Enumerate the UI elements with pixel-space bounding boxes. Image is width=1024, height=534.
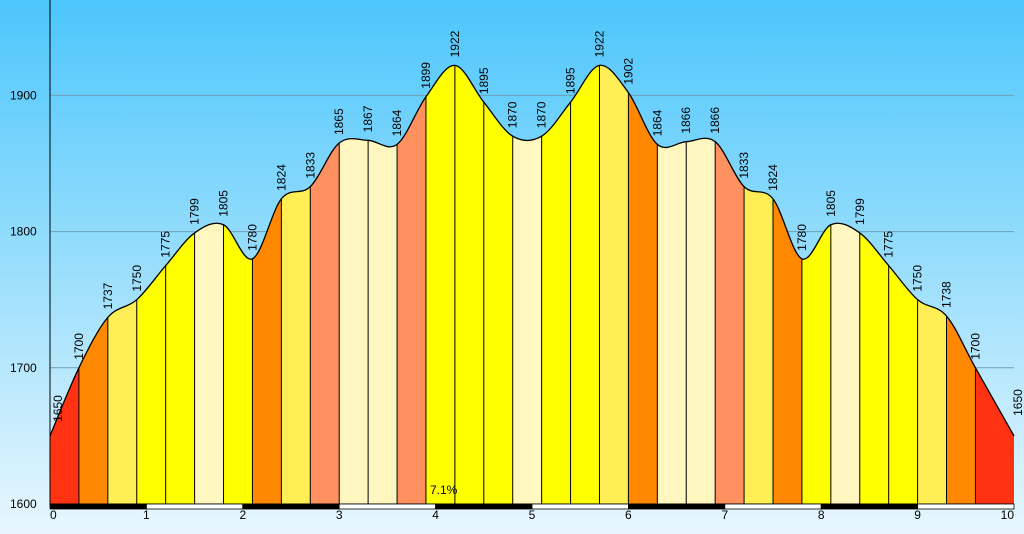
x-tick-4: 4 (432, 508, 439, 522)
elevation-label-10: 1865 (332, 108, 346, 135)
elevation-labels: 1650 1700 1737 1750 1775 1799 1805 1780 1824 1833… (51, 30, 1024, 422)
segment-17 (541, 65, 571, 504)
elevation-label-21: 1864 (650, 109, 664, 136)
x-tick-7: 7 (721, 508, 728, 522)
elevation-label-3: 1750 (130, 265, 144, 292)
scale-segment-6 (628, 503, 726, 510)
elevation-label-18: 1895 (564, 67, 578, 94)
x-tick-3: 3 (336, 508, 343, 522)
elevation-label-29: 1775 (882, 231, 896, 258)
elevation-label-11: 1867 (361, 105, 375, 132)
elevation-label-12: 1864 (390, 109, 404, 136)
y-tick-1800: 1800 (10, 225, 37, 239)
y-tick-1700: 1700 (10, 361, 37, 375)
x-tick-10: 10 (1001, 508, 1015, 522)
elevation-label-9: 1833 (303, 152, 317, 179)
x-tick-6: 6 (625, 508, 632, 522)
elevation-label-16: 1870 (506, 101, 520, 128)
scale-segment-5 (531, 503, 629, 510)
elevation-label-27: 1805 (824, 190, 838, 217)
x-tick-1: 1 (143, 508, 150, 522)
scale-segment-7 (724, 503, 822, 510)
elevation-label-8: 1824 (274, 164, 288, 191)
elevation-label-24: 1833 (737, 152, 751, 179)
elevation-label-6: 1805 (217, 190, 231, 217)
elevation-label-22: 1866 (679, 107, 693, 134)
elevation-label-4: 1775 (159, 231, 173, 258)
elevation-label-13: 1899 (419, 62, 433, 89)
elevation-label-26: 1780 (795, 224, 809, 251)
elevation-label-28: 1799 (853, 198, 867, 225)
elevation-label-33: 1650 (1011, 389, 1024, 416)
elevation-label-17: 1870 (535, 101, 549, 128)
y-tick-1900: 1900 (10, 88, 37, 102)
elevation-label-20: 1902 (621, 58, 635, 85)
x-tick-5: 5 (529, 508, 536, 522)
segment-19 (599, 65, 629, 504)
scale-segment-4 (435, 503, 533, 510)
elevation-label-23: 1866 (708, 107, 722, 134)
elevation-label-15: 1895 (477, 67, 491, 94)
elevation-label-1: 1700 (72, 333, 86, 360)
elevation-label-2: 1737 (101, 282, 115, 309)
axis-ticks: 1600 1700 1800 1900 0 1 2 3 4 5 6 7 8 9 10 (10, 88, 1014, 522)
x-tick-2: 2 (239, 508, 246, 522)
elevation-label-19: 1922 (592, 30, 606, 57)
scale-segment-2 (242, 503, 340, 510)
elevation-label-31: 1738 (940, 281, 954, 308)
segment-18 (570, 65, 600, 504)
x-tick-0: 0 (50, 508, 57, 522)
elevation-label-5: 1799 (188, 198, 202, 225)
y-tick-1600: 1600 (10, 497, 37, 511)
scale-segment-8 (820, 503, 919, 510)
scale-segment-9 (917, 503, 1015, 510)
scale-segment-0 (49, 503, 147, 510)
scale-segment-3 (338, 503, 437, 510)
profile-outline (49, 64, 1015, 437)
gradient-annotation: 7.1% (430, 483, 458, 497)
elevation-label-0: 1650 (51, 395, 65, 422)
elevation-label-25: 1824 (766, 164, 780, 191)
elevation-label-32: 1700 (968, 333, 982, 360)
elevation-label-14: 1922 (448, 30, 462, 57)
scale-segment-1 (145, 503, 244, 510)
distance-scale-bar (49, 503, 1015, 510)
segment-14 (454, 65, 484, 504)
elevation-label-7: 1780 (245, 224, 259, 251)
x-tick-9: 9 (914, 508, 921, 522)
segment-13 (425, 65, 455, 504)
x-tick-8: 8 (818, 508, 825, 522)
elevation-label-30: 1750 (911, 265, 925, 292)
segment-15 (483, 65, 513, 504)
